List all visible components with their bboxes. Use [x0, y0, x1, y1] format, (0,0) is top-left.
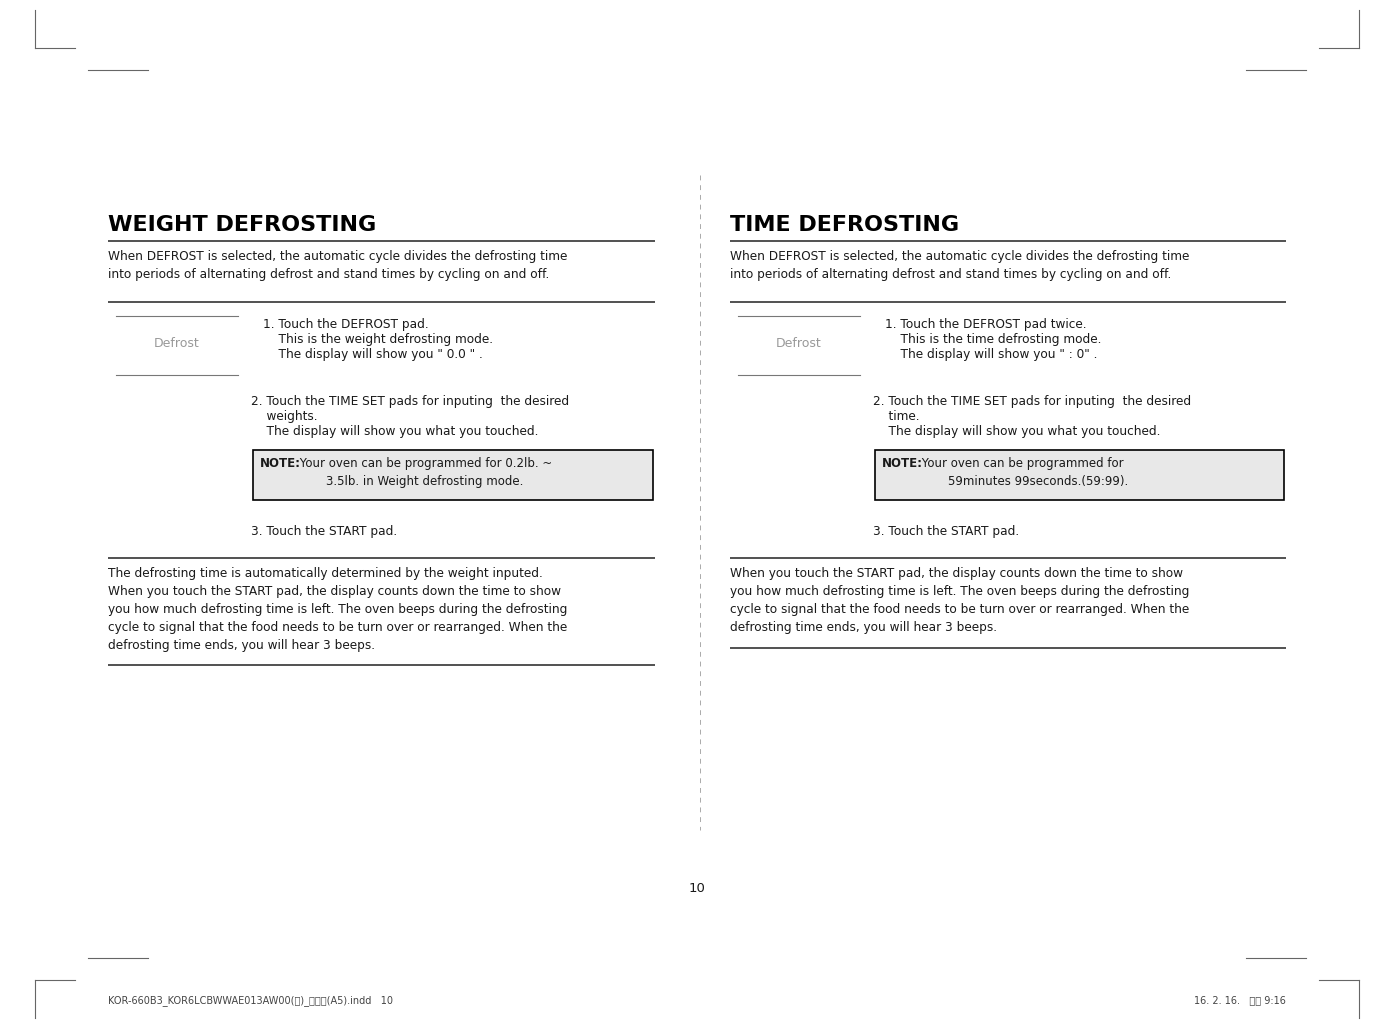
Text: 2. Touch the TIME SET pads for inputing  the desired: 2. Touch the TIME SET pads for inputing …	[251, 395, 569, 408]
Text: WEIGHT DEFROSTING: WEIGHT DEFROSTING	[107, 215, 376, 235]
Text: NOTE:: NOTE:	[882, 457, 923, 470]
Text: When DEFROST is selected, the automatic cycle divides the defrosting time
into p: When DEFROST is selected, the automatic …	[730, 250, 1189, 281]
Text: 3. Touch the START pad.: 3. Touch the START pad.	[251, 525, 397, 538]
Text: 2. Touch the TIME SET pads for inputing  the desired: 2. Touch the TIME SET pads for inputing …	[873, 395, 1190, 408]
Text: 59minutes 99seconds.(59:99).: 59minutes 99seconds.(59:99).	[919, 475, 1128, 488]
Text: When you touch the START pad, the display counts down the time to show
you how m: When you touch the START pad, the displa…	[730, 567, 1189, 634]
Text: 1. Touch the DEFROST pad twice.: 1. Touch the DEFROST pad twice.	[885, 318, 1086, 331]
Text: 3. Touch the START pad.: 3. Touch the START pad.	[873, 525, 1019, 538]
Text: Defrost: Defrost	[776, 337, 822, 350]
FancyBboxPatch shape	[252, 450, 652, 500]
Text: weights.: weights.	[251, 410, 318, 423]
Text: KOR-660B3_KOR6LCBWWAE013AW00(영)_미주향(A5).indd   10: KOR-660B3_KOR6LCBWWAE013AW00(영)_미주향(A5).…	[107, 995, 393, 1006]
Text: NOTE:: NOTE:	[261, 457, 301, 470]
Text: When DEFROST is selected, the automatic cycle divides the defrosting time
into p: When DEFROST is selected, the automatic …	[107, 250, 567, 281]
Text: This is the weight defrosting mode.: This is the weight defrosting mode.	[263, 333, 493, 346]
Text: The display will show you " 0.0 " .: The display will show you " 0.0 " .	[263, 348, 482, 361]
Text: time.: time.	[873, 410, 920, 423]
Text: The display will show you what you touched.: The display will show you what you touch…	[251, 425, 538, 438]
Text: The display will show you " : 0" .: The display will show you " : 0" .	[885, 348, 1097, 361]
FancyBboxPatch shape	[875, 450, 1284, 500]
Text: 16. 2. 16.   오전 9:16: 16. 2. 16. 오전 9:16	[1195, 995, 1287, 1005]
Text: Your oven can be programmed for 0.2lb. ~: Your oven can be programmed for 0.2lb. ~	[296, 457, 552, 470]
Text: The defrosting time is automatically determined by the weight inputed.
When you : The defrosting time is automatically det…	[107, 567, 567, 652]
Text: TIME DEFROSTING: TIME DEFROSTING	[730, 215, 959, 235]
Text: 3.5lb. in Weight defrosting mode.: 3.5lb. in Weight defrosting mode.	[296, 475, 523, 488]
Text: This is the time defrosting mode.: This is the time defrosting mode.	[885, 333, 1101, 346]
Text: Your oven can be programmed for: Your oven can be programmed for	[919, 457, 1124, 470]
Text: 1. Touch the DEFROST pad.: 1. Touch the DEFROST pad.	[263, 318, 428, 331]
Text: Defrost: Defrost	[155, 337, 199, 350]
Text: 10: 10	[689, 882, 705, 895]
Text: The display will show you what you touched.: The display will show you what you touch…	[873, 425, 1160, 438]
